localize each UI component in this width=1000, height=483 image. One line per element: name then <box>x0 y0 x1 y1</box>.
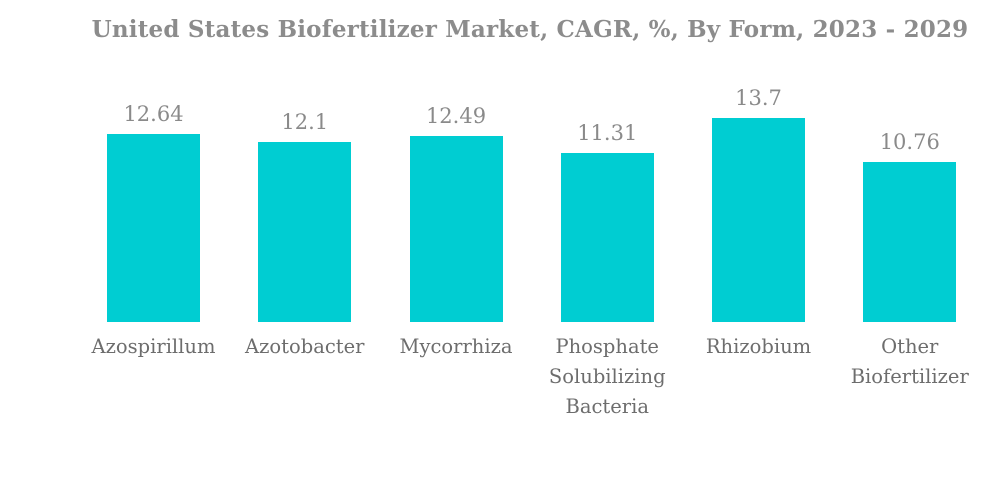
bar <box>863 162 957 322</box>
bar <box>560 153 654 322</box>
bar <box>712 118 805 322</box>
category-label: Rhizobium <box>705 335 812 358</box>
bar-value-label: 12.49 <box>425 104 487 128</box>
bar-value-label: 11.31 <box>577 121 638 145</box>
bar <box>107 134 200 322</box>
bar-value-label: 13.7 <box>735 86 782 110</box>
bar-value-label: 10.76 <box>879 130 940 154</box>
bar <box>258 142 352 322</box>
bar <box>409 136 503 322</box>
category-label: Azotobacter <box>245 335 365 358</box>
category-label: Azospirillum <box>91 335 216 358</box>
category-label: Mycorrhiza <box>399 335 513 358</box>
category-label: Other Biofertilizer <box>850 335 969 388</box>
bar-value-label: 12.1 <box>281 110 329 134</box>
chart-title: United States Biofertilizer Market, CAGR… <box>91 16 969 43</box>
bar-value-label: 12.64 <box>123 102 184 126</box>
category-label: Phosphate Solubilizing Bacteria <box>548 335 666 418</box>
